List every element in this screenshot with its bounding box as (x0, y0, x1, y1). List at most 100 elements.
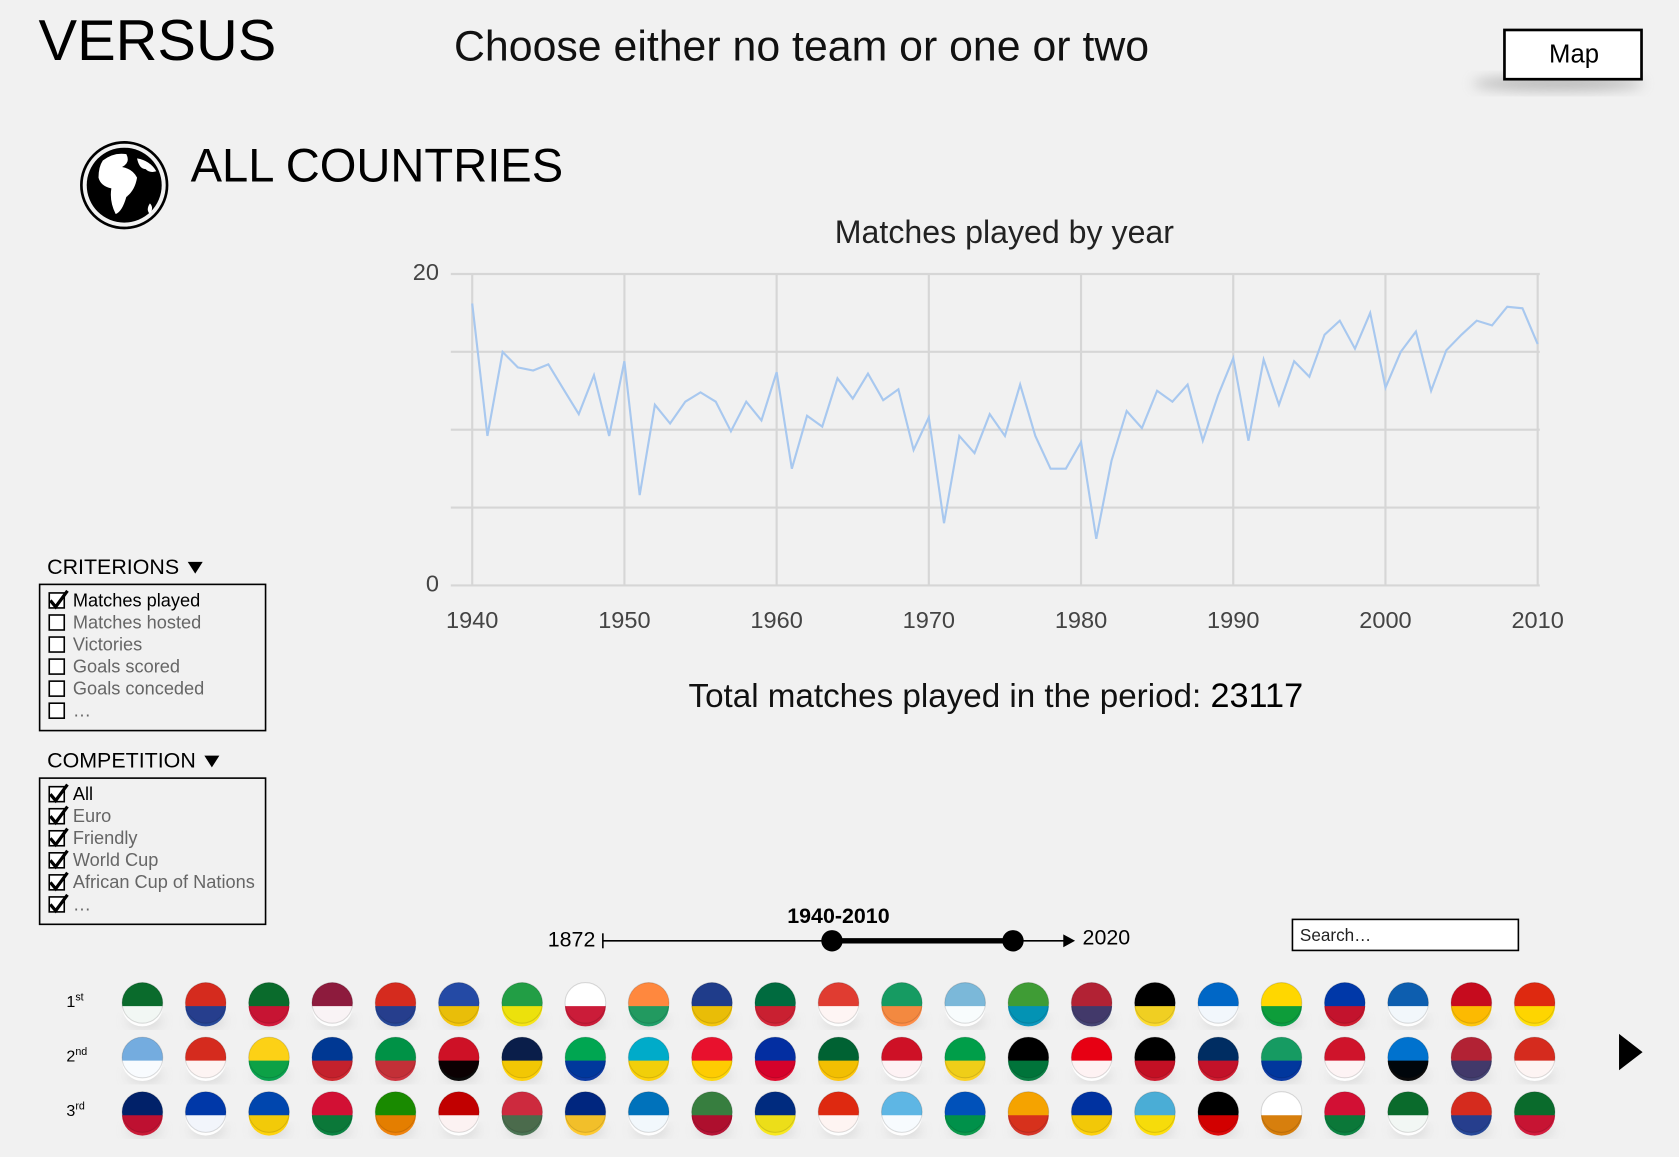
checkmark[interactable] (49, 827, 69, 848)
flag[interactable] (1260, 982, 1303, 1027)
checkbox-label[interactable]: Friendly (73, 828, 139, 848)
flag[interactable] (1323, 1091, 1366, 1136)
flag[interactable] (121, 982, 164, 1027)
flag[interactable] (1450, 982, 1493, 1027)
flag[interactable] (248, 982, 290, 1027)
flag[interactable] (880, 982, 923, 1027)
checkmark[interactable] (49, 893, 69, 914)
flag[interactable] (1007, 1091, 1050, 1136)
flag[interactable] (374, 1091, 417, 1136)
flag[interactable] (1387, 1036, 1429, 1082)
checkmark[interactable] (49, 783, 69, 804)
checkbox-label[interactable]: Matches hosted (73, 612, 201, 632)
flag[interactable] (437, 1036, 480, 1082)
flag[interactable] (817, 982, 860, 1027)
flag[interactable] (1070, 1091, 1113, 1136)
flag[interactable] (1007, 1036, 1050, 1082)
flag[interactable] (627, 982, 670, 1027)
flag[interactable] (1134, 1091, 1176, 1136)
period-slider[interactable]: 1940-2010 1872 2020 (548, 904, 1131, 952)
flag[interactable] (564, 1036, 607, 1082)
flag[interactable] (1007, 982, 1050, 1027)
flag[interactable] (627, 1091, 670, 1136)
flag[interactable] (627, 1036, 670, 1081)
flag[interactable] (437, 982, 480, 1027)
flag[interactable] (1197, 1036, 1240, 1082)
flag[interactable] (311, 1091, 354, 1136)
flag[interactable] (374, 982, 417, 1027)
slider-handle[interactable] (821, 930, 843, 952)
checkbox[interactable] (48, 680, 66, 697)
flag[interactable] (564, 982, 607, 1027)
flag[interactable] (880, 1036, 923, 1082)
checkbox-label[interactable]: World Cup (73, 850, 159, 870)
checkmark[interactable] (49, 589, 69, 610)
flag[interactable] (184, 1036, 227, 1082)
flag[interactable] (817, 1091, 860, 1136)
next-arrow[interactable] (1619, 1033, 1643, 1071)
flag[interactable] (374, 1036, 417, 1082)
flag[interactable] (1323, 982, 1366, 1027)
search-placeholder[interactable]: Search… (1300, 926, 1371, 945)
flag[interactable] (944, 982, 986, 1027)
flag[interactable] (944, 1036, 986, 1082)
flag[interactable] (1070, 1036, 1113, 1082)
flag[interactable] (184, 982, 227, 1027)
flag[interactable] (880, 1091, 923, 1136)
flag[interactable] (1513, 1036, 1556, 1082)
flag[interactable] (1070, 982, 1113, 1027)
flag[interactable] (1513, 982, 1556, 1027)
slider-handle[interactable] (1002, 930, 1024, 952)
flag[interactable] (501, 1091, 543, 1136)
checkbox[interactable] (48, 614, 66, 631)
checkmark[interactable] (49, 871, 69, 892)
flag[interactable] (1323, 1036, 1366, 1082)
flag[interactable] (1513, 1091, 1556, 1136)
checkbox[interactable] (48, 658, 66, 675)
checkmark[interactable] (49, 805, 69, 826)
flag[interactable] (1134, 982, 1176, 1027)
flag[interactable] (437, 1091, 480, 1136)
flag[interactable] (691, 1091, 733, 1136)
checkbox-label[interactable]: All (73, 784, 93, 804)
checkbox-label[interactable]: Victories (73, 634, 142, 654)
flag[interactable] (248, 1091, 290, 1136)
checkmark[interactable] (49, 849, 69, 870)
checkbox-label[interactable]: Matches played (73, 590, 200, 610)
flag[interactable] (121, 1091, 164, 1136)
flag[interactable] (564, 1091, 607, 1136)
map-button-label[interactable]: Map (1549, 40, 1599, 68)
dropdown-arrow[interactable] (187, 561, 203, 574)
flag[interactable] (691, 1036, 733, 1082)
flag[interactable] (1260, 1036, 1303, 1082)
checkbox-label[interactable]: Goals scored (73, 656, 180, 676)
map-button[interactable] (1503, 28, 1643, 81)
checkbox-label[interactable]: … (73, 894, 91, 914)
flag[interactable] (754, 1036, 797, 1082)
checkbox[interactable] (48, 636, 66, 653)
flag[interactable] (311, 982, 354, 1027)
flag[interactable] (184, 1091, 227, 1136)
flag[interactable] (1197, 982, 1240, 1027)
checkbox-label[interactable]: Euro (73, 806, 111, 826)
flag[interactable] (1450, 1036, 1493, 1082)
flag[interactable] (1134, 1036, 1176, 1082)
flag[interactable] (754, 1091, 797, 1136)
search-box[interactable] (1291, 918, 1520, 952)
flag[interactable] (1387, 1091, 1429, 1136)
flag[interactable] (754, 982, 797, 1027)
flag[interactable] (1387, 982, 1429, 1027)
flag[interactable] (121, 1036, 164, 1082)
checkbox[interactable] (48, 702, 66, 719)
checkbox-label[interactable]: Goals conceded (73, 679, 204, 699)
flag[interactable] (501, 1036, 543, 1082)
checkbox-label[interactable]: … (73, 701, 91, 721)
flag[interactable] (1197, 1091, 1240, 1136)
checkbox-label[interactable]: African Cup of Nations (73, 872, 255, 892)
dropdown-arrow[interactable] (204, 755, 220, 768)
flag[interactable] (501, 982, 543, 1027)
flag[interactable] (1260, 1091, 1303, 1136)
flag[interactable] (817, 1036, 860, 1082)
flag[interactable] (1450, 1091, 1493, 1136)
flag[interactable] (248, 1036, 290, 1082)
